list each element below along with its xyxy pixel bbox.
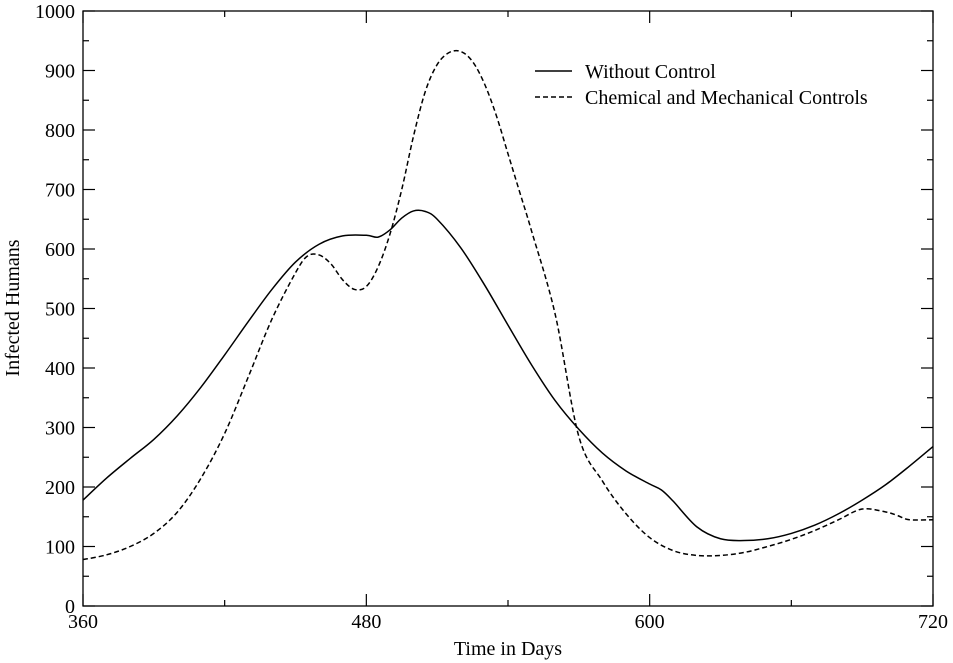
y-tick-label: 200 [45, 477, 75, 499]
series-line-without-control [82, 209, 934, 542]
y-tick-label: 300 [45, 418, 75, 440]
legend-label-without-control: Without Control [585, 61, 716, 83]
y-tick-label: 800 [45, 120, 75, 142]
y-tick-label: 900 [45, 61, 75, 83]
axis-ticks [82, 10, 934, 607]
series-line-chemical-mechanical [82, 49, 934, 561]
y-tick-label: 0 [65, 596, 75, 618]
x-tick-label: 600 [635, 611, 665, 633]
x-tick-label: 720 [918, 611, 948, 633]
y-tick-label: 700 [45, 180, 75, 202]
x-tick-label: 480 [351, 611, 381, 633]
plot-area [82, 10, 934, 607]
y-tick-label: 1000 [35, 1, 75, 23]
legend: Without Control Chemical and Mechanical … [535, 61, 868, 109]
y-tick-label: 500 [45, 299, 75, 321]
y-tick-label: 400 [45, 358, 75, 380]
tick-labels: 360 480 600 720 0 100 200 300 400 500 600 700 800 900… [35, 1, 948, 633]
y-tick-label: 600 [45, 239, 75, 261]
y-axis-label: Infected Humans [2, 239, 24, 376]
series-layer [82, 49, 934, 561]
x-tick-label: 360 [68, 611, 98, 633]
y-tick-label: 100 [45, 537, 75, 559]
legend-label-chemical-mechanical: Chemical and Mechanical Controls [585, 87, 868, 109]
x-axis-label: Time in Days [454, 638, 562, 660]
